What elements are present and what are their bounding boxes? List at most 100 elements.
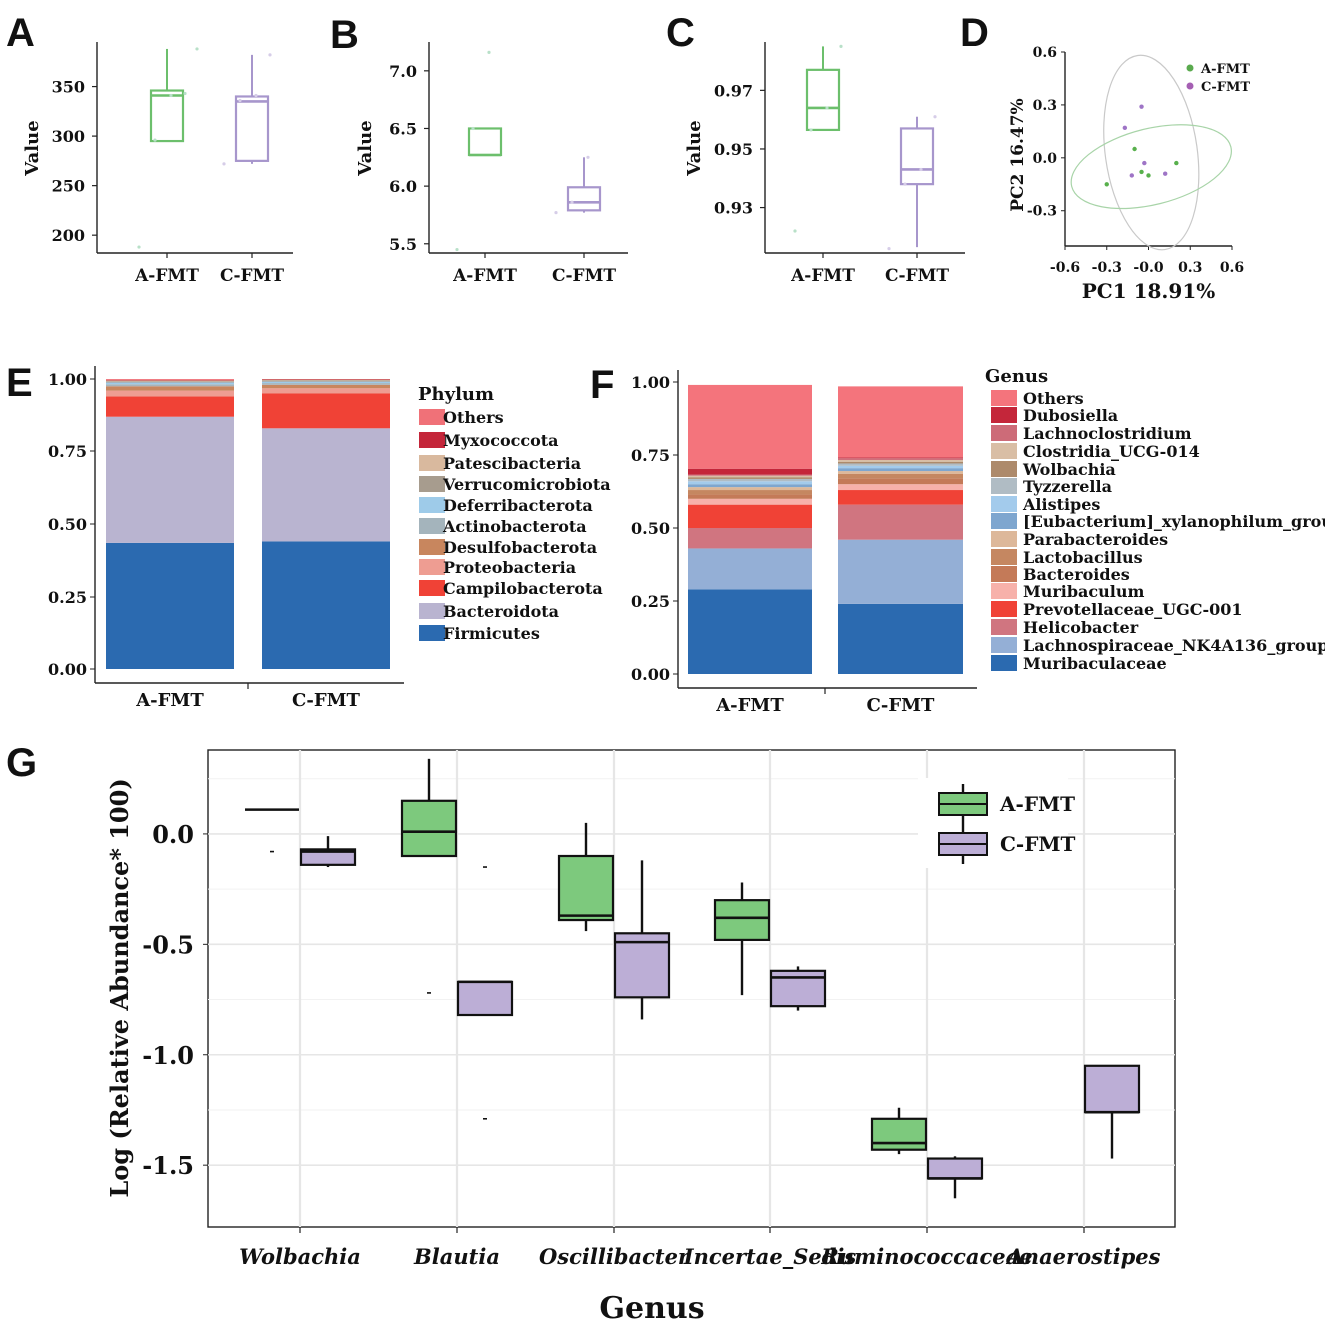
data-point-a [222,162,226,166]
data-point-b [471,126,475,131]
box-g-wolbachia-c-fmt [299,848,357,866]
stack-segment-e-verrucomicrobiota [106,381,234,383]
x-tick-label-g: Blautia [413,1244,500,1269]
legend-swatch-e [419,409,445,425]
x-axis-label-g: Genus [599,1291,704,1326]
y-tick-label-d: 0.6 [1033,45,1057,61]
y-axis-label-d: PC2 16.47% [1008,98,1028,211]
stack-segment-e-campilobacterota [262,393,390,429]
scatter-point-c-fmt [1139,104,1144,109]
y-axis-label-b: Value [355,120,376,176]
legend-label-f: Others [1023,389,1084,408]
legend-title-f: Genus [985,366,1048,387]
y-tick-label-a: 250 [52,177,85,196]
legend-label-d: C-FMT [1201,80,1250,95]
stack-segment-f-wolbachia [838,461,963,464]
stack-segment-f-parabacteroides [688,487,812,491]
x-tick-label-a: C-FMT [220,266,284,286]
x-tick-label-a: A-FMT [134,266,199,286]
data-point-a [153,138,157,142]
box-g-ruminococcaceae-c-fmt [926,1157,984,1180]
box-c-A-FMT [805,68,841,132]
stack-segment-e-patescibacteria [106,380,234,382]
panel-label-f: F [590,363,614,407]
stack-segment-f-prevotellaceae_ugc-001 [838,490,963,505]
stack-segment-f-bacteroides [688,494,812,499]
stack-segment-e-verrucomicrobiota [262,380,390,382]
data-point-c [839,44,843,48]
legend-swatch-f [991,443,1017,459]
stack-segment-e-deferribacterota [106,382,234,385]
legend-label-f: Alistipes [1022,495,1100,514]
legend-swatch-f [991,478,1017,494]
legend-label-f: Parabacteroides [1023,530,1168,549]
stack-segment-e-bacteroidota [106,416,234,543]
y-tick-label-e: 0.50 [48,515,87,534]
stack-segment-e-firmicutes [262,541,390,669]
legend-label-f: Lachnospiraceae_NK4A136_group [1023,636,1325,655]
confidence-ellipse-c-fmt [1103,54,1200,251]
stack-segment-e-myxococcota [106,379,234,381]
stack-segment-e-myxococcota [262,379,390,380]
x-tick-label-d: -0.3 [1092,260,1122,276]
legend-swatch-f [991,583,1017,599]
legend-label-f: Dubosiella [1023,406,1118,425]
y-tick-label-e: 0.00 [48,660,87,679]
y-tick-label-f: 0.50 [631,519,670,538]
data-point-b [554,211,558,215]
legend-label-e: Bacteroidota [443,602,559,621]
stack-segment-e-campilobacterota [106,396,234,417]
legend-swatch-e [419,518,445,534]
box-a-C-FMT [234,95,270,162]
x-tick-label-f: C-FMT [867,695,936,716]
scatter-point-c-fmt [1129,173,1135,178]
scatter-point-a-fmt [1104,182,1109,187]
stack-segment-f-muribaculum [688,498,812,505]
confidence-ellipse-a-fmt [1070,124,1232,210]
legend-label-e: Deferribacterota [443,496,593,515]
legend-swatch-f [991,461,1017,477]
data-point-b [586,155,590,159]
stack-segment-f-dubosiella [838,457,963,459]
data-point-b [487,50,491,54]
y-tick-label-c: 0.93 [714,199,753,218]
x-tick-label-c: C-FMT [885,266,949,286]
legend-swatch-e [419,559,445,575]
y-tick-label-a: 300 [52,127,85,146]
scatter-point-a-fmt [1146,173,1151,178]
panel-label-a: A [6,11,35,55]
x-tick-label-f: A-FMT [715,695,784,716]
data-point-a [183,91,187,96]
scatter-point-c-fmt [1142,160,1147,166]
y-tick-label-g: -1.0 [142,1041,194,1070]
legend-label-g: C-FMT [1000,832,1076,856]
box-g-blautia-c-fmt [456,980,514,1017]
x-tick-label-e: A-FMT [135,690,204,711]
scatter-point-c-fmt [1163,171,1168,176]
data-point-c [793,229,797,233]
panel-label-e: E [6,361,33,405]
box-g-oscillibacter-a-fmt [557,854,615,922]
stack-segment-f-lachnoclostridium [688,474,812,476]
scatter-point-a-fmt [1174,160,1179,166]
stack-segment-f-bacteroides [838,478,963,485]
stack-segment-f-lactobacillus [688,490,812,495]
x-tick-label-d: 0.6 [1220,260,1244,276]
stack-segment-f-helicobacter [688,528,812,549]
stack-segment-e-proteobacteria [262,388,390,394]
x-tick-label-c: A-FMT [790,266,855,286]
legend-swatch-e [419,539,445,555]
x-tick-label-d: 0.3 [1178,260,1202,276]
box-b-C-FMT [566,186,602,212]
stack-segment-f-alistipes [838,465,963,469]
x-tick-label-g: Incertae_Sedis [683,1244,857,1269]
data-point-c [933,115,937,119]
legend-swatch-f [991,513,1017,529]
data-point-a [268,53,272,57]
legend-label-e: Myxococcota [443,431,559,450]
legend-label-e: Proteobacteria [443,558,576,577]
data-point-c [809,128,813,132]
legend-swatch-e [419,580,445,596]
y-tick-label-d: 0.0 [1033,151,1058,167]
data-point-a [254,93,258,98]
